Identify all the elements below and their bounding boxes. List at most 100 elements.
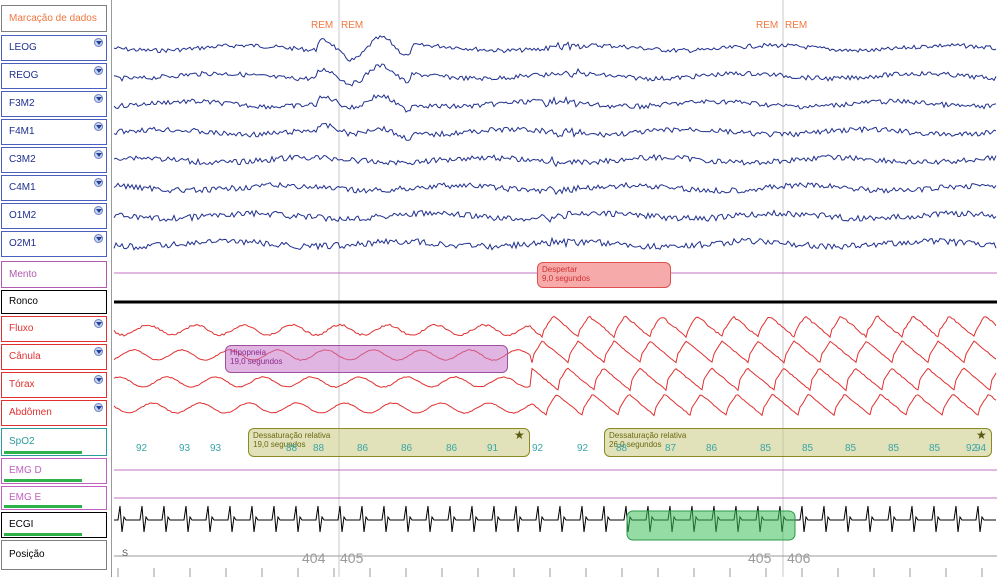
channel-row[interactable]: Tórax [1,372,107,398]
channel-dropdown-icon[interactable] [94,375,103,384]
channel-row[interactable]: Ronco [1,290,107,314]
channel-dropdown-icon[interactable] [94,347,103,356]
channel-label: O2M1 [9,238,37,249]
rem-marker[interactable]: REM [785,20,808,31]
event-title: Dessaturação relativa [253,431,331,440]
spo2-value: 93 [179,443,191,454]
eeg-trace [113,209,997,223]
channel-label: Abdômen [9,407,52,418]
event-duration: 26,0 segundos [609,440,662,449]
channel-dropdown-icon[interactable] [94,94,103,103]
spo2-value: 94 [975,443,987,454]
channel-label: Cânula [9,351,41,362]
signal-plot-area[interactable]: REM REM REM REM Despertar 9,0 segundos H… [111,0,997,577]
ecg-event-highlight[interactable] [626,510,796,541]
spo2-value: 85 [845,443,857,454]
channel-row[interactable]: Fluxo [1,316,107,342]
rem-marker[interactable]: REM [311,20,334,31]
epoch-number: 405 [748,550,772,566]
channel-row[interactable]: F3M2 [1,91,107,117]
event-title: Hipopneia [230,348,267,357]
epoch-number: 406 [787,550,811,566]
ecg-trace [114,505,996,533]
channel-row[interactable]: Marcação de dados [1,5,107,32]
channel-label: F3M2 [9,98,35,109]
spo2-value: 86 [446,443,458,454]
channel-dropdown-icon[interactable] [94,403,103,412]
channel-dropdown-icon[interactable] [94,234,103,243]
respiratory-trace [113,367,997,392]
channel-dropdown-icon[interactable] [94,206,103,215]
channel-dropdown-icon[interactable] [94,38,103,47]
channel-level-bar [4,505,82,508]
channel-label: ECGI [9,519,34,530]
channel-level-bar [4,451,82,454]
channel-label: LEOG [9,42,37,53]
spo2-value: 86 [401,443,413,454]
channel-label: Fluxo [9,323,34,334]
signal-traces [113,0,997,577]
channel-row[interactable]: EMG E [1,486,107,510]
channel-dropdown-icon[interactable] [94,319,103,328]
channel-label: F4M1 [9,126,35,137]
rem-marker[interactable]: REM [341,20,364,31]
channel-level-bar [4,533,82,536]
channel-row[interactable]: C4M1 [1,175,107,201]
eeg-trace [113,63,997,87]
spo2-value: 91 [487,443,499,454]
channel-label: Tórax [9,379,35,390]
star-icon[interactable]: ★ [514,428,525,442]
event-despertar[interactable]: Despertar 9,0 segundos [537,262,671,288]
channel-label: REOG [9,70,39,81]
spo2-value: 92 [136,443,148,454]
channel-label: C3M2 [9,154,36,165]
channel-label: Ronco [9,296,38,307]
channel-row[interactable]: EMG D [1,458,107,484]
channel-row[interactable]: Cânula [1,344,107,370]
spo2-value: 88 [286,443,298,454]
spo2-value: 88 [313,443,325,454]
event-duration: 19,0 segundos [230,357,283,366]
channel-row[interactable]: LEOG [1,35,107,61]
epoch-number: 404 [302,550,326,566]
event-dessaturacao-1[interactable]: Dessaturação relativa 19,0 segundos [248,428,530,457]
channel-row[interactable]: O2M1 [1,231,107,257]
channel-dropdown-icon[interactable] [94,66,103,75]
channel-row[interactable]: Mento [1,261,107,288]
channel-row[interactable]: ECGI [1,512,107,538]
channel-row[interactable]: SpO2 [1,428,107,456]
channel-dropdown-icon[interactable] [94,122,103,131]
channel-label: SpO2 [9,436,35,447]
channel-label: EMG E [9,492,42,503]
channel-label: Marcação de dados [9,13,97,24]
epoch-number: 405 [340,550,364,566]
spo2-value: 85 [929,443,941,454]
event-duration: 19,0 segundos [253,440,306,449]
channel-row[interactable]: Abdômen [1,400,107,426]
channel-row[interactable]: C3M2 [1,147,107,173]
event-title: Despertar [542,265,578,274]
channel-label: Mento [9,269,37,280]
channel-row[interactable]: Posição [1,540,107,570]
rem-marker[interactable]: REM [756,20,779,31]
channel-row[interactable]: O1M2 [1,203,107,229]
channel-row[interactable]: F4M1 [1,119,107,145]
respiratory-trace [113,315,997,339]
spo2-value: 92 [532,443,544,454]
channel-label: C4M1 [9,182,36,193]
spo2-value: 86 [357,443,369,454]
spo2-value: 87 [665,443,677,454]
event-duration: 9,0 segundos [542,274,591,283]
spo2-value: 85 [802,443,814,454]
event-dessaturacao-2[interactable]: Dessaturação relativa 26,0 segundos [604,428,992,457]
event-hipopneia[interactable]: Hipopneia 19,0 segundos [225,345,508,373]
channel-dropdown-icon[interactable] [94,178,103,187]
star-icon[interactable]: ★ [976,428,987,442]
event-title: Dessaturação relativa [609,431,687,440]
channel-level-bar [4,479,82,482]
spo2-value: 92 [577,443,589,454]
channel-row[interactable]: REOG [1,63,107,89]
spo2-value: 85 [760,443,772,454]
eeg-trace [113,35,997,62]
channel-dropdown-icon[interactable] [94,150,103,159]
